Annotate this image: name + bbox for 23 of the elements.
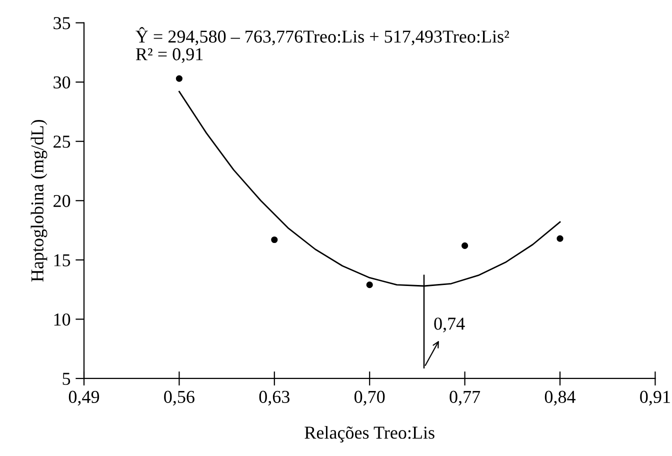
x-tick-label: 0,84 xyxy=(544,390,576,406)
x-tick-label: 0,63 xyxy=(259,390,290,406)
x-axis-title: Relações Treo:Lis xyxy=(304,426,434,442)
x-tick-label: 0,77 xyxy=(450,390,480,406)
point xyxy=(366,282,373,288)
point xyxy=(556,235,564,242)
x-tick-label: 0,49 xyxy=(68,390,100,406)
y-axis-title: Haptoglobina (mg/dL) xyxy=(30,120,48,282)
annotation: 0,74 xyxy=(434,318,465,332)
point xyxy=(462,242,468,249)
y-tick-label: 20 xyxy=(54,194,70,208)
x-tick-label: 0,70 xyxy=(354,390,385,406)
y-tick-label: 30 xyxy=(54,76,70,89)
y-tick-label: 10 xyxy=(54,313,70,326)
x-tick-label: 0,91 xyxy=(640,390,670,406)
y-tick-label: 15 xyxy=(54,254,70,266)
annotation: Ŷ = 294,580 – 763,776Treo:Lis + 517,493Treo:Lis² R² = 0,91 xyxy=(136,27,510,63)
x-tick-label: 0,56 xyxy=(164,390,194,406)
point xyxy=(176,75,182,82)
y-tick-label: 5 xyxy=(62,372,70,385)
point xyxy=(271,236,278,244)
y-tick-label: 25 xyxy=(54,136,70,148)
y-tick-label: 35 xyxy=(54,17,70,30)
